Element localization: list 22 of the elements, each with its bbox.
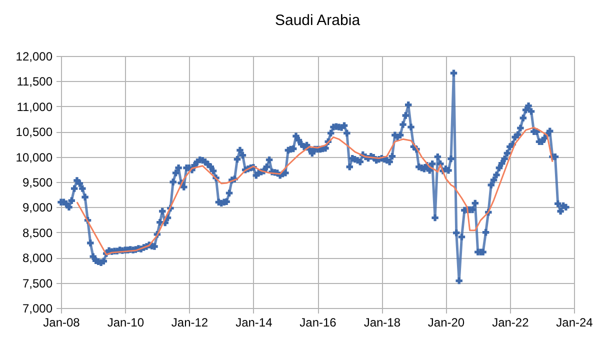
y-tick-label: 12,000 xyxy=(16,50,53,64)
y-tick-label: 8,500 xyxy=(22,226,53,240)
y-tick-label: 9,500 xyxy=(22,176,53,190)
x-tick-label: Jan-16 xyxy=(300,316,337,330)
x-tick-label: Jan-20 xyxy=(428,316,465,330)
y-tick-label: 8,000 xyxy=(22,251,53,266)
x-tick-label: Jan-24 xyxy=(556,316,594,330)
y-tick-label: 10,000 xyxy=(16,150,53,164)
y-tick-label: 9,000 xyxy=(22,200,53,215)
line-series xyxy=(76,126,554,256)
y-tick-label: 7,500 xyxy=(22,276,53,290)
y-tick-label: 10,500 xyxy=(16,125,53,140)
y-tick-label: 7,000 xyxy=(22,302,53,316)
y-tick-label: 11,500 xyxy=(16,74,53,89)
x-tick-label: Jan-12 xyxy=(171,316,208,330)
x-tick-label: Jan-22 xyxy=(492,316,530,330)
chart-title: Saudi Arabia xyxy=(274,12,361,29)
x-tick-label: Jan-14 xyxy=(236,316,273,330)
x-tick-label: Jan-18 xyxy=(364,316,401,330)
y-tick-label: 11,000 xyxy=(16,100,53,114)
x-tick-label: Jan-08 xyxy=(43,316,80,330)
x-tick-label: Jan-10 xyxy=(107,316,144,330)
